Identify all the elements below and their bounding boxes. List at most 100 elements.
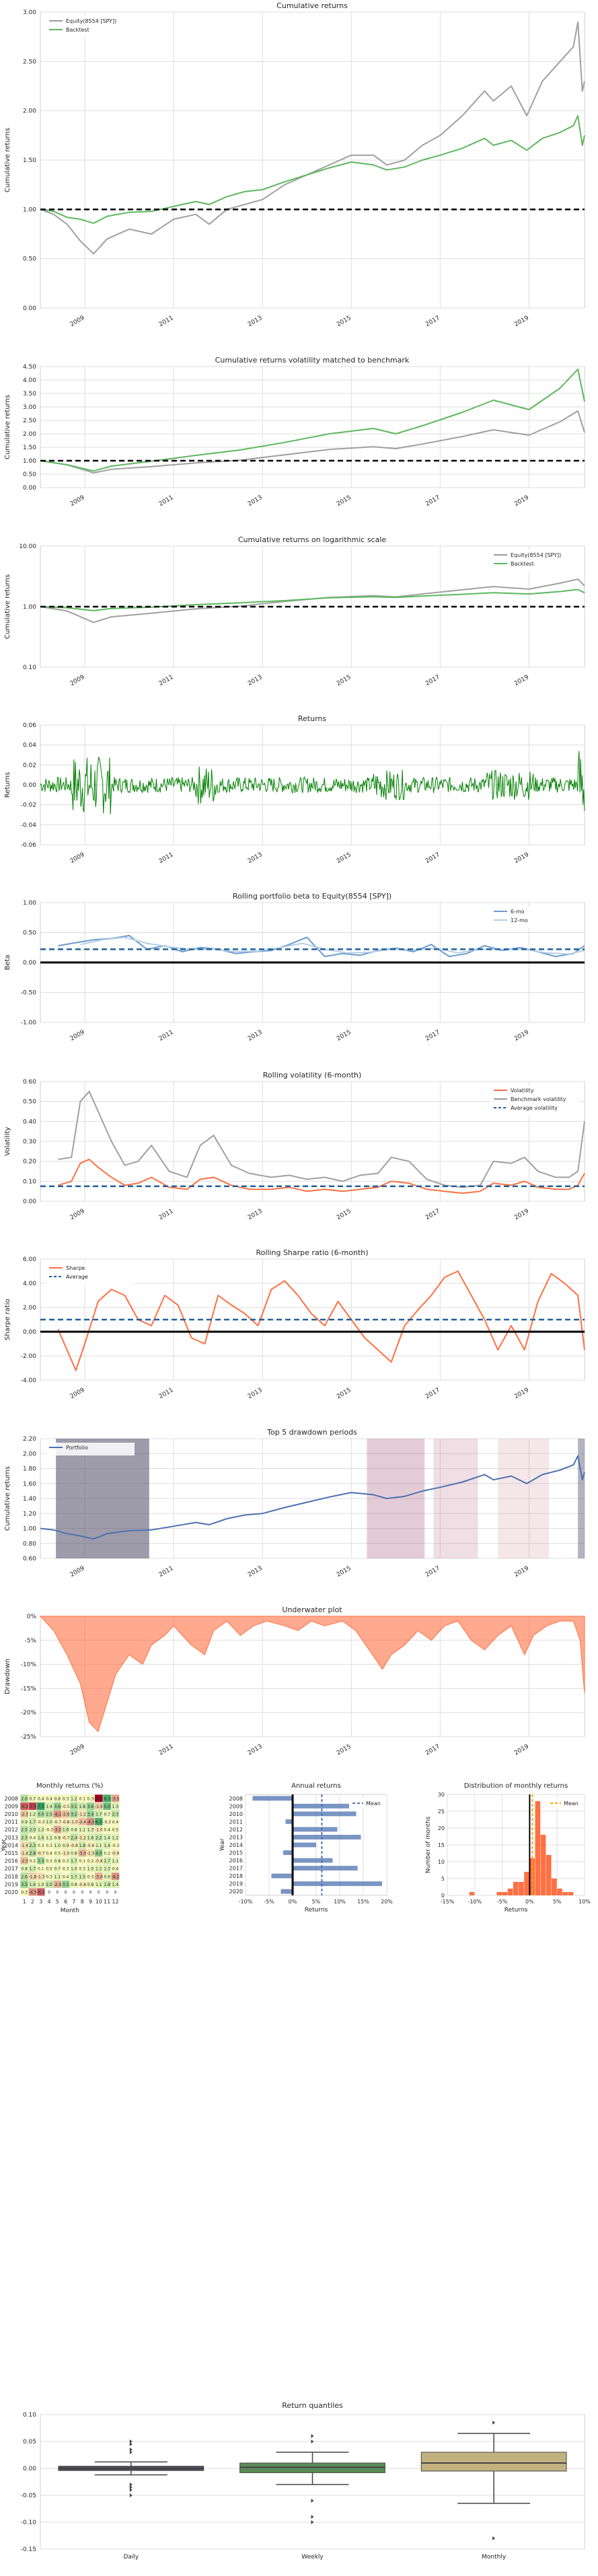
cell-value: 0.4	[46, 1796, 52, 1801]
cell-value: 0.7	[54, 1867, 61, 1872]
series-volatility	[58, 1158, 585, 1195]
y-tick-label: 0.10	[23, 665, 36, 671]
cell-value: 0.4	[46, 1852, 52, 1856]
y-tick-label: 0.00	[23, 485, 36, 492]
y-tick-label: -0.06	[21, 842, 37, 849]
cell-value: 1.5	[79, 1874, 85, 1879]
cell-value: 0.4	[38, 1796, 44, 1801]
heatmap-cell	[111, 1887, 120, 1897]
x-tick-label: 2017	[424, 1565, 441, 1579]
x-tick-label: 2019	[513, 851, 530, 865]
cell-value: 1.6	[38, 1835, 44, 1840]
cell-value: 0.3	[21, 1891, 28, 1895]
y-axis-label: Sharpe ratio	[4, 1299, 11, 1340]
y-tick-label: 0	[441, 1893, 445, 1899]
cell-value: 1.1	[54, 1874, 61, 1879]
y-tick-label: 3.00	[23, 9, 36, 16]
x-tick-label: 2017	[424, 1029, 441, 1043]
drawdown-span	[498, 1439, 550, 1558]
cell-value: 0	[65, 1891, 67, 1895]
cell-value: 3.0	[38, 1813, 44, 1817]
cell-value: 0.5	[112, 1828, 119, 1833]
cell-value: 1.4	[104, 1844, 110, 1848]
x-tick-label: 2011	[158, 1208, 175, 1221]
x-tick-label: -10%	[468, 1899, 482, 1905]
cell-value: -4.1	[53, 1813, 61, 1817]
legend-label: Portfolio	[66, 1445, 88, 1451]
chart-returns: -0.06 -0.04 -0.02 0.00 0.02 0.04 0.06 2009 2011 2…	[4, 714, 585, 865]
y-tick-label: 2.20	[23, 1436, 36, 1443]
y-tick-label: 0.20	[23, 1159, 36, 1166]
cell-value: 2.0	[46, 1883, 52, 1887]
chart-beta: -1.00 -0.50 0.00 0.50 1.00 2009 2011 2013 2015 20…	[4, 892, 585, 1043]
x-tick-label: 2009	[69, 1565, 86, 1579]
annual-bar	[293, 1835, 361, 1840]
cell-value: 0	[73, 1891, 75, 1895]
x-tick-label: 2	[31, 1899, 34, 1905]
cell-value: 0.5	[46, 1867, 52, 1872]
drawdown-span	[433, 1439, 478, 1558]
x-tick-label: 2009	[69, 1029, 86, 1043]
cell-value: 0.3	[63, 1867, 69, 1872]
y-tick-label: 2017	[229, 1866, 243, 1872]
cell-value: 0.3	[63, 1859, 69, 1864]
legend-box	[548, 1798, 583, 1808]
cell-value: 0.1	[79, 1859, 85, 1864]
cell-value: -4.2	[112, 1874, 120, 1879]
cell-value: 1.1	[96, 1883, 102, 1887]
y-tick-label: 1.50	[23, 445, 36, 451]
cell-value: 2.0	[30, 1828, 36, 1833]
x-tick-label: 2019	[513, 674, 530, 687]
cell-value: 0.3	[79, 1867, 85, 1872]
y-tick-label: 2013	[229, 1834, 243, 1840]
x-tick-label: 7	[72, 1899, 75, 1905]
plot-frame	[40, 366, 585, 488]
y-tick-label: 2008	[5, 1796, 18, 1802]
cell-value: 3.3	[38, 1859, 44, 1864]
chart-vol: 0.00 0.10 0.20 0.30 0.40 0.50 0.60 2009 2011 2013…	[4, 1071, 585, 1221]
series-backtest	[40, 589, 585, 611]
x-tick-label: 2017	[424, 674, 441, 687]
legend: Equity(8554 [SPY]) Backtest	[46, 16, 135, 38]
y-tick-label: 10	[438, 1859, 445, 1865]
chart-underwater: -25% -20% -15% -10% -5% 0% 2009 2011 2013 2015 201…	[4, 1605, 585, 1757]
cell-value: 1.7	[71, 1859, 77, 1864]
cell-value: 0	[98, 1891, 100, 1895]
x-tick-label: 2011	[158, 1387, 175, 1400]
cell-value: -2.3	[20, 1813, 28, 1817]
y-tick-label: 2011	[229, 1819, 243, 1825]
drawdown-span	[578, 1439, 585, 1558]
x-tick-label: 2009	[69, 851, 86, 865]
chart-logscale: 0.10 1.00 10.00 2009 2011 2013 2015 2017 2019 Cum…	[4, 535, 585, 687]
y-tick-label: 1.00	[23, 604, 36, 611]
plot-area: -0.15 -0.10 -0.05 0.00 0.05 0.10 Daily Weekly Mo…	[21, 2412, 585, 2561]
cell-value: -2.6	[62, 1813, 70, 1817]
x-tick-label: 2017	[424, 1387, 441, 1400]
y-tick-label: 25	[438, 1809, 445, 1815]
legend-label: Backtest	[511, 561, 534, 567]
y-tick-label: 2.50	[23, 418, 36, 424]
x-tick-label: 5%	[553, 1899, 562, 1905]
annual-bar	[293, 1827, 338, 1832]
x-tick-label: 10%	[578, 1899, 591, 1905]
y-tick-label: 2008	[229, 1796, 243, 1802]
chart-volmatch: 0.00 0.50 1.00 1.50 2.00 2.50 3.00 3.50 4.00 4.50…	[4, 356, 585, 508]
y-tick-label: 0.00	[23, 960, 36, 967]
annual-bar	[252, 1796, 293, 1801]
y-tick-label: 0.30	[23, 1139, 36, 1145]
cell-value: 0	[56, 1891, 59, 1895]
x-tick-label: 10	[96, 1899, 102, 1905]
cell-value: -2.5	[20, 1859, 28, 1864]
y-tick-label: 15	[438, 1842, 445, 1848]
plot-area: 2.6 0.7 0.4 0.4 0.6 0.3 1.2 0.1 0.3 -10.9 6.3 -3.52…	[1, 1794, 120, 1914]
cell-value: 0.4	[63, 1874, 69, 1879]
y-tick-label: -4.00	[21, 1377, 37, 1384]
annual-bar	[283, 1850, 293, 1855]
y-tick-label: 0.00	[23, 1329, 36, 1336]
chart-return-quantiles: -0.15 -0.10 -0.05 0.00 0.05 0.10 Daily Weekly Mo…	[21, 2401, 585, 2561]
cell-value: -0.7	[37, 1852, 45, 1856]
x-axis-label: Returns	[305, 1907, 328, 1914]
cell-value: 0.7	[104, 1813, 110, 1817]
legend: 6-mo 12-mo	[490, 907, 579, 928]
